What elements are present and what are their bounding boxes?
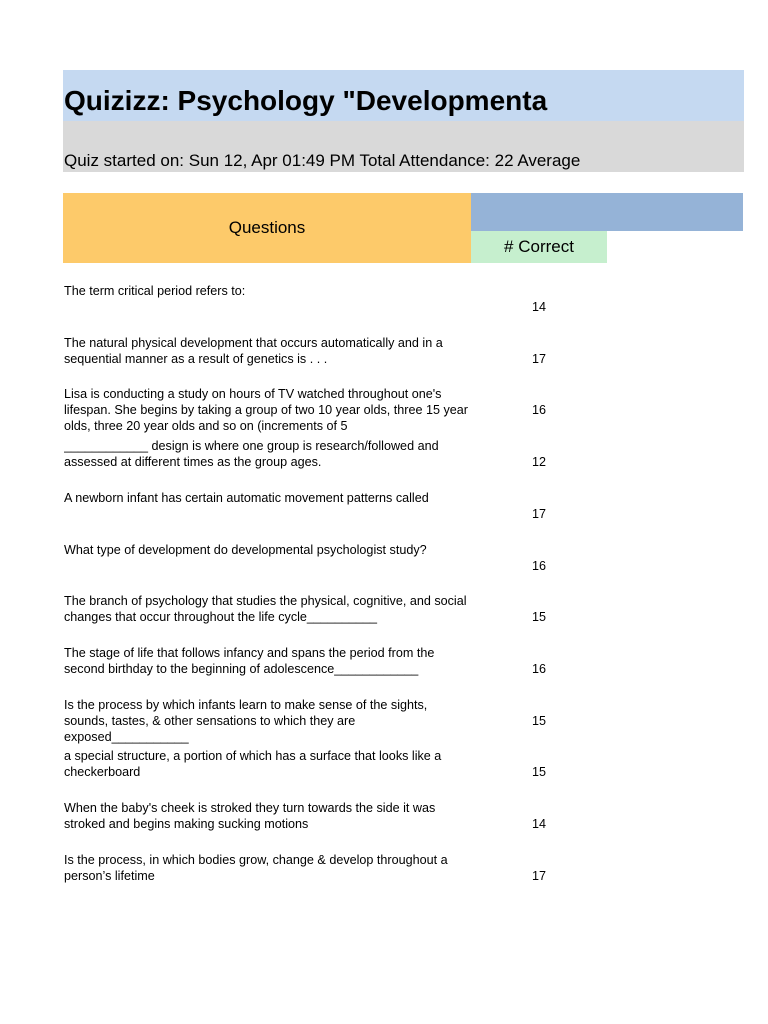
correct-count: 15 xyxy=(531,713,546,728)
correct-count: 12 xyxy=(531,455,546,470)
correct-count: 17 xyxy=(531,868,546,883)
question: Lisa is conducting a study on hours of T… xyxy=(64,386,472,439)
column-header: # Correct xyxy=(471,231,607,263)
question: ____________ design is where one group i… xyxy=(64,438,472,491)
question: What type of development do developmenta… xyxy=(64,541,472,594)
correct-count: 16 xyxy=(531,403,546,418)
question: The term critical period refers to: xyxy=(64,283,472,335)
correct-count: 14 xyxy=(531,300,546,314)
question: When the baby's cheek is stroked they tu… xyxy=(64,800,472,852)
correct-count: 15 xyxy=(531,765,546,780)
title: Quizizz: Psychology "Developmenta xyxy=(63,70,744,121)
correct-count: 17 xyxy=(531,506,546,521)
question: A newborn infant has certain automatic m… xyxy=(64,489,472,542)
question: The natural physical development that oc… xyxy=(64,334,472,387)
correct-count: 17 xyxy=(531,351,546,366)
correct-count: 16 xyxy=(531,558,546,573)
header-band xyxy=(471,193,743,231)
question: Is the process by which infants learn to… xyxy=(64,696,472,749)
question: a special structure, a portion of which … xyxy=(64,748,472,801)
question: Is the process, in which bodies grow, ch… xyxy=(64,851,472,904)
question: The branch of psychology that studies th… xyxy=(64,593,472,646)
correct-count: 14 xyxy=(531,817,546,831)
correct-count: 15 xyxy=(531,610,546,625)
question: The stage of life that follows infancy a… xyxy=(64,644,472,697)
column-header: Questions xyxy=(63,193,471,263)
correct-count: 16 xyxy=(531,661,546,676)
subtitle: Quiz started on: Sun 12, Apr 01:49 PM To… xyxy=(63,121,744,172)
